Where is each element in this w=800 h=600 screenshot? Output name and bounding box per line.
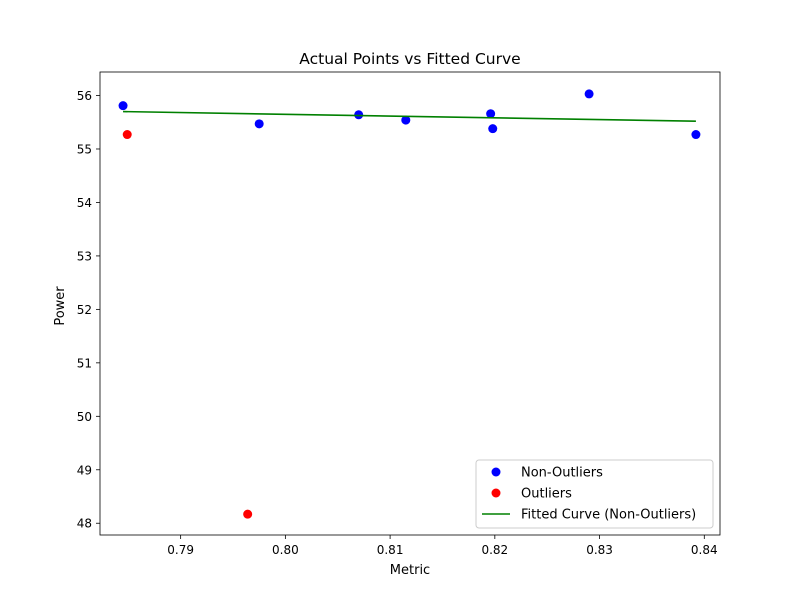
non-outliers-point	[488, 124, 498, 134]
non-outliers-point	[486, 109, 496, 119]
non-outliers-point	[254, 119, 264, 129]
legend-label-outliers: Outliers	[521, 487, 572, 502]
non-outliers-point	[691, 130, 701, 140]
non-outliers-point	[584, 89, 594, 99]
y-tick-label: 48	[77, 517, 92, 531]
y-axis-title: Power	[53, 286, 68, 326]
legend-label-fitted-curve-non-outliers: Fitted Curve (Non-Outliers)	[521, 508, 696, 523]
x-tick-label: 0.82	[481, 543, 508, 557]
outliers-point	[122, 130, 132, 140]
x-tick-label: 0.80	[272, 543, 299, 557]
y-tick-label: 49	[77, 463, 92, 477]
non-outliers-point	[401, 115, 411, 125]
plot-frame	[99, 71, 721, 536]
non-outliers-point	[118, 101, 128, 111]
y-tick-label: 50	[77, 410, 92, 424]
y-tick-label: 52	[77, 303, 92, 317]
y-tick-label: 54	[77, 196, 92, 210]
y-tick-label: 51	[77, 356, 92, 370]
x-tick-label: 0.79	[167, 543, 194, 557]
y-tick-label: 55	[77, 142, 92, 156]
legend-box	[475, 459, 714, 529]
y-tick-label: 56	[77, 89, 92, 103]
outliers-point	[243, 509, 253, 519]
x-tick-label: 0.84	[691, 543, 718, 557]
x-axis-title: Metric	[390, 563, 430, 578]
plot-area: 0.79 0.80 0.81 0.82 0.83 0.84 48 49 50 51 52 53 54 55…	[77, 71, 721, 557]
legend: Non-Outliers Outliers Fitted Curve (Non-Ou…	[475, 459, 714, 529]
x-tick-label: 0.83	[586, 543, 613, 557]
y-tick-label: 53	[77, 249, 92, 263]
legend-swatch-non-outliers	[491, 467, 501, 477]
chart-title: Actual Points vs Fitted Curve	[299, 50, 520, 68]
fitted-curve-line	[123, 110, 696, 122]
x-tick-label: 0.81	[377, 543, 404, 557]
legend-swatch-outliers	[491, 488, 501, 498]
legend-label-non-outliers: Non-Outliers	[521, 466, 603, 481]
